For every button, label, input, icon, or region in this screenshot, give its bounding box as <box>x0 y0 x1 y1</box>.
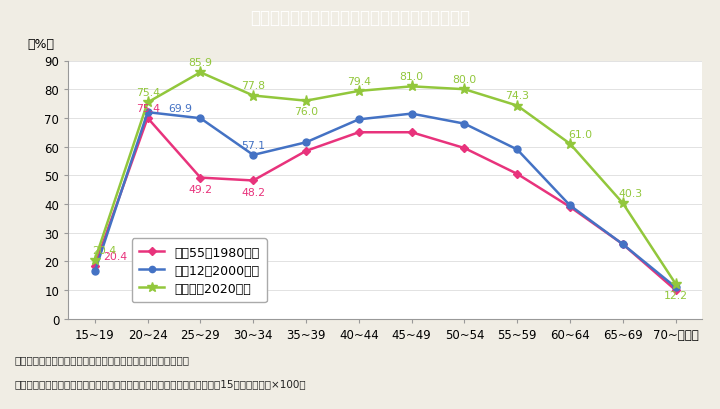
令和２（2020）年 <box>671 282 680 287</box>
昭和55（1980）年 <box>671 288 680 293</box>
Text: 76.0: 76.0 <box>294 107 318 117</box>
令和２（2020）年 <box>460 88 469 92</box>
平成12（2000）年 <box>196 117 204 121</box>
Text: 40.3: 40.3 <box>618 189 643 198</box>
Text: 20.4: 20.4 <box>103 251 127 261</box>
昭和55（1980）年 <box>196 176 204 181</box>
昭和55（1980）年 <box>460 146 469 151</box>
Text: 69.9: 69.9 <box>168 104 192 114</box>
令和２（2020）年 <box>91 258 99 263</box>
Text: 49.2: 49.2 <box>189 184 212 194</box>
平成12（2000）年 <box>249 153 258 158</box>
平成12（2000）年 <box>354 118 363 123</box>
令和２（2020）年 <box>143 101 152 106</box>
昭和55（1980）年 <box>513 172 521 177</box>
昭和55（1980）年 <box>566 205 575 210</box>
令和２（2020）年 <box>196 71 204 76</box>
昭和55（1980）年 <box>302 149 310 154</box>
令和２（2020）年 <box>249 94 258 99</box>
Text: 79.4: 79.4 <box>347 76 371 87</box>
昭和55（1980）年 <box>249 179 258 184</box>
令和２（2020）年 <box>566 142 575 147</box>
昭和55（1980）年 <box>408 130 416 135</box>
令和２（2020）年 <box>618 201 627 206</box>
平成12（2000）年 <box>671 285 680 290</box>
Text: ２．　労働力率は，「労働力人口（就業者＋完全失業者）」／「15歳以上人口」×100。: ２． 労働力率は，「労働力人口（就業者＋完全失業者）」／「15歳以上人口」×10… <box>14 378 306 389</box>
Text: （備考）１．　総務省「労働力調査（基本集計）」より作成。: （備考）１． 総務省「労働力調査（基本集計）」より作成。 <box>14 354 189 364</box>
昭和55（1980）年 <box>91 263 99 268</box>
Text: 75.4: 75.4 <box>135 88 160 98</box>
令和２（2020）年 <box>354 89 363 94</box>
Legend: 昭和55（1980）年, 平成12（2000）年, 令和２（2020）年: 昭和55（1980）年, 平成12（2000）年, 令和２（2020）年 <box>132 238 267 303</box>
昭和55（1980）年 <box>618 242 627 247</box>
平成12（2000）年 <box>143 110 152 115</box>
昭和55（1980）年 <box>354 130 363 135</box>
令和２（2020）年 <box>302 99 310 104</box>
令和２（2020）年 <box>408 85 416 90</box>
令和２（2020）年 <box>513 104 521 109</box>
平成12（2000）年 <box>566 204 575 209</box>
平成12（2000）年 <box>513 148 521 153</box>
Text: 61.0: 61.0 <box>569 129 593 139</box>
Text: 80.0: 80.0 <box>452 75 477 85</box>
平成12（2000）年 <box>408 112 416 117</box>
Text: （%）: （%） <box>27 38 54 51</box>
Text: Ｉ－２－４図　女性の年齢階級別労働力率の推移: Ｉ－２－４図 女性の年齢階級別労働力率の推移 <box>250 9 470 27</box>
Text: 77.8: 77.8 <box>241 81 265 91</box>
Text: 81.0: 81.0 <box>400 72 423 82</box>
Text: 75.4: 75.4 <box>135 103 160 113</box>
Text: 74.3: 74.3 <box>505 91 529 101</box>
平成12（2000）年 <box>618 242 627 247</box>
Text: 20.4: 20.4 <box>92 245 117 256</box>
Line: 昭和55（1980）年: 昭和55（1980）年 <box>92 116 678 293</box>
昭和55（1980）年 <box>143 116 152 121</box>
Text: 12.2: 12.2 <box>664 290 688 300</box>
平成12（2000）年 <box>302 141 310 146</box>
平成12（2000）年 <box>460 122 469 127</box>
Line: 平成12（2000）年: 平成12（2000）年 <box>91 110 679 291</box>
Line: 令和２（2020）年: 令和２（2020）年 <box>89 67 681 290</box>
Text: 85.9: 85.9 <box>189 58 212 68</box>
Text: 48.2: 48.2 <box>241 187 265 197</box>
Text: 57.1: 57.1 <box>241 140 265 151</box>
平成12（2000）年 <box>91 269 99 274</box>
